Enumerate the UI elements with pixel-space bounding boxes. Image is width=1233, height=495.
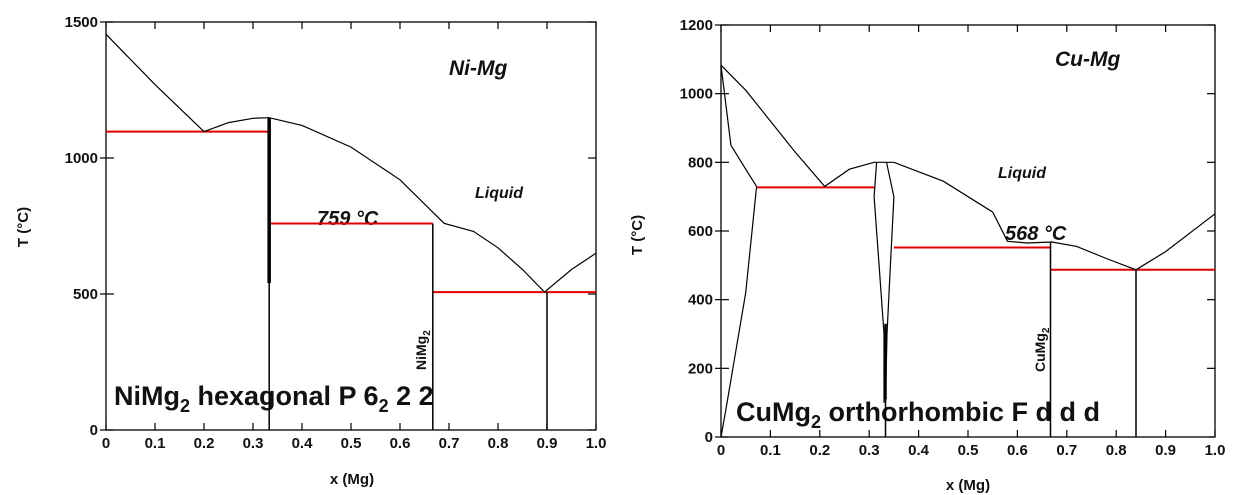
phase-info-label: CuMg2 orthorhombic F d d d [736, 397, 1100, 432]
eutectic-temperature-label: 568 °C [1005, 223, 1067, 245]
x-tick-label: 0.7 [439, 435, 460, 452]
x-axis-label: x (Mg) [330, 471, 374, 488]
plot-frame [720, 24, 1216, 438]
liquidus-line [105, 33, 597, 293]
x-tick-label: 0.2 [194, 435, 215, 452]
x-tick-label: 0.7 [1056, 442, 1077, 459]
system-title: Ni-Mg [449, 57, 507, 80]
x-tick-label: 0.3 [859, 442, 880, 459]
x-tick-label: 0.9 [1155, 442, 1176, 459]
liquidus-line [720, 64, 1216, 271]
x-tick-label: 0.8 [488, 435, 509, 452]
y-tick-label: 0 [705, 429, 713, 446]
liquid-label: Liquid [475, 185, 524, 202]
compound-label: CuMg2 [1032, 327, 1052, 372]
y-tick-label: 1500 [65, 14, 98, 31]
x-tick-label: 0.4 [292, 435, 314, 452]
x-tick-label: 0.6 [390, 435, 411, 452]
y-tick-label: 1200 [680, 17, 713, 34]
solvus-line [884, 162, 895, 403]
x-tick-label: 0.6 [1007, 442, 1028, 459]
solvus-line [720, 186, 758, 438]
solvus-line [873, 162, 885, 403]
liquid-label: Liquid [998, 165, 1047, 182]
x-tick-label: 0.5 [341, 435, 362, 452]
panel-cu-mg: Cu-Mg Liquid 568 °C x (Mg) T (°C) CuMg2 … [629, 17, 1225, 494]
x-tick-label: 0 [102, 435, 110, 452]
y-tick-label: 0 [90, 422, 98, 439]
y-tick-label: 400 [688, 292, 713, 309]
eutectic-temperature-label: 759 °C [317, 208, 379, 230]
x-tick-label: 0 [717, 442, 725, 459]
x-tick-label: 0.1 [145, 435, 166, 452]
x-tick-label: 0.8 [1106, 442, 1127, 459]
solvus-line [720, 65, 758, 187]
y-tick-label: 1000 [65, 150, 98, 167]
x-tick-label: 0.1 [760, 442, 781, 459]
y-tick-label: 1000 [680, 86, 713, 103]
x-tick-label: 0.2 [809, 442, 830, 459]
phase-info-label: NiMg2 hexagonal P 62 2 2 [114, 381, 434, 416]
y-tick-label: 600 [688, 223, 713, 240]
y-tick-label: 200 [688, 360, 713, 377]
x-tick-label: 0.3 [243, 435, 264, 452]
x-tick-label: 1.0 [586, 435, 607, 452]
x-axis-label: x (Mg) [946, 477, 990, 494]
y-tick-label: 500 [73, 286, 98, 303]
y-axis-label: T (°C) [15, 207, 32, 247]
panel-ni-mg: Ni-Mg Liquid 759 °C x (Mg) T (°C) NiMg2 … [15, 14, 606, 488]
x-tick-label: 0.9 [537, 435, 558, 452]
system-title: Cu-Mg [1055, 48, 1120, 71]
y-tick-label: 800 [688, 154, 713, 171]
y-axis-label: T (°C) [629, 215, 646, 255]
x-tick-label: 0.5 [958, 442, 979, 459]
x-tick-label: 1.0 [1205, 442, 1226, 459]
compound-label: NiMg2 [413, 330, 433, 370]
x-tick-label: 0.4 [908, 442, 930, 459]
